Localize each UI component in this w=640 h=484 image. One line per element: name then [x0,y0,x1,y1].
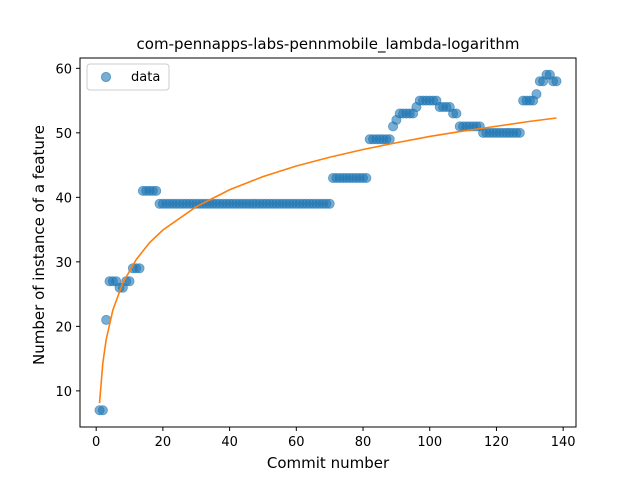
axes-frame [79,57,577,428]
x-tick-label: 100 [417,435,442,450]
x-tick-label: 120 [484,435,509,450]
legend-label: data [131,70,160,85]
x-tick-label: 140 [551,435,576,450]
data-point [124,276,135,287]
data-point [451,108,462,119]
y-tick-label: 20 [55,320,72,335]
x-axis-label: Commit number [267,454,390,472]
data-point [384,134,395,145]
legend-box [86,63,170,91]
y-tick-label: 50 [55,127,72,142]
data-point [97,405,108,416]
data-point [134,263,145,274]
data-point [151,185,162,196]
x-tick-label: 40 [221,435,238,450]
y-tick-label: 40 [55,191,72,206]
x-tick-label: 20 [155,435,172,450]
data-point [361,172,372,183]
chart-title: com-pennapps-labs-pennmobile_lambda-loga… [137,35,520,54]
y-tick-label: 60 [55,62,72,77]
legend: data [86,63,170,91]
data-point [324,198,335,209]
x-tick-label: 80 [355,435,372,450]
data-point [514,127,525,138]
axes: 0 20 40 60 80 100 120 140 10 20 30 40 50 60 [55,57,577,450]
y-tick-label: 30 [55,256,72,271]
data-point [531,89,542,100]
x-tick-label: 60 [288,435,305,450]
fit-line [98,117,557,404]
legend-marker [100,71,112,83]
x-tick-label: 0 [92,435,100,450]
data-point [551,76,562,87]
y-axis-label: Number of instance of a feature [30,125,48,365]
y-tick-label: 10 [55,385,72,400]
plot-area [94,69,562,416]
